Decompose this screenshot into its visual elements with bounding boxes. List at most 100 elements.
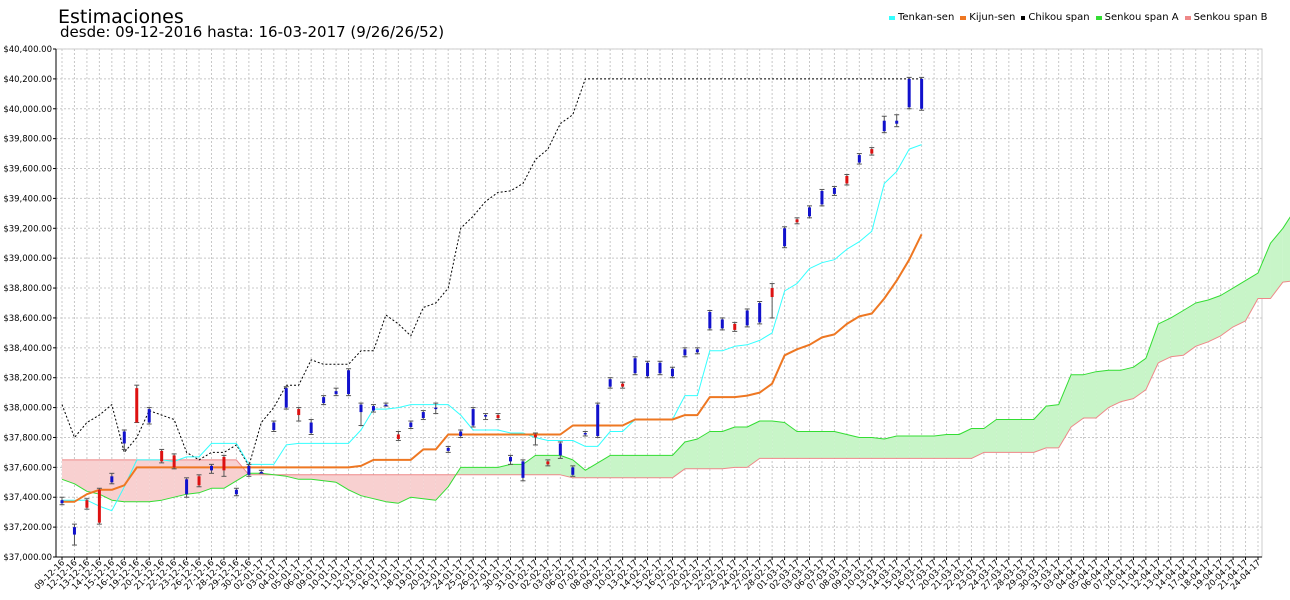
candle (570, 465, 576, 477)
cloud-segment (323, 474, 337, 483)
candle-body (409, 422, 413, 428)
cloud-segment (149, 459, 162, 502)
legend-label-senkou-a: Senkou span A (1104, 12, 1179, 23)
candle-body (272, 422, 276, 430)
cloud-segment (597, 455, 611, 478)
cloud-segment (909, 435, 922, 459)
candle-body (795, 219, 799, 223)
candle (483, 413, 489, 421)
candle-body (185, 479, 189, 495)
y-tick-label: $40,000.00 (3, 105, 52, 115)
candle-body (396, 434, 400, 439)
candle (109, 472, 115, 485)
legend-item-tenkan: Tenkan-sen (889, 12, 954, 24)
cloud-segment (784, 422, 798, 459)
legend: Tenkan-sen Kijun-sen Chikou span Senkou … (889, 12, 1274, 24)
candle-body (695, 349, 699, 353)
candle-body (770, 288, 774, 298)
chart-subtitle: desde: 09-12-2016 hasta: 16-03-2017 (9/2… (60, 23, 445, 41)
candle (545, 459, 551, 467)
cloud-segment (385, 474, 399, 504)
cloud-segment (510, 464, 523, 475)
candle (794, 217, 800, 225)
candle-body (147, 409, 151, 423)
candle (707, 309, 713, 331)
cloud-segment (186, 459, 200, 495)
cloud-segment (1058, 374, 1072, 448)
candle-body (297, 409, 301, 416)
y-tick-label: $39,200.00 (3, 224, 52, 234)
candle (246, 463, 252, 477)
candle-body (546, 461, 550, 465)
cloud-segment (1108, 370, 1121, 408)
cloud-segment (336, 474, 349, 490)
legend-label-tenkan: Tenkan-sen (898, 12, 955, 23)
cloud-segment (1033, 406, 1047, 453)
cloud-segment (647, 455, 660, 478)
candle-body (371, 406, 375, 411)
cloud-segment (809, 431, 822, 459)
cloud-segment (1282, 217, 1290, 283)
candle-body (608, 379, 612, 387)
cloud-segment (174, 459, 187, 498)
cloud-segment (747, 421, 760, 468)
candle-body (172, 455, 176, 468)
cloud-segment (1220, 288, 1234, 336)
cloud-segment (959, 428, 972, 459)
cloud-segment (572, 459, 586, 478)
cloud-segment (585, 462, 598, 478)
candle (607, 377, 613, 389)
indicator-lines (61, 78, 1290, 512)
y-tick-label: $37,600.00 (3, 463, 52, 473)
candle (632, 356, 638, 376)
candle (196, 474, 202, 488)
candle (595, 402, 601, 438)
candle-body (72, 527, 76, 535)
candle (831, 185, 837, 196)
cloud-segment (473, 467, 486, 475)
cloud-segment (884, 435, 897, 459)
candle (844, 174, 850, 186)
cloud-segment (821, 431, 835, 459)
candle (769, 283, 775, 319)
candle-body (359, 404, 363, 413)
cloud-segment (996, 419, 1009, 453)
cloud-segment (1258, 243, 1271, 299)
y-tick-label: $38,400.00 (3, 344, 52, 354)
candle (271, 420, 277, 432)
legend-item-chikou: Chikou span (1021, 12, 1090, 24)
candle-body (421, 412, 425, 419)
y-tick-label: $37,400.00 (3, 493, 52, 503)
cloud-segment (535, 455, 548, 475)
y-tick-label: $40,200.00 (3, 75, 52, 85)
y-tick-label: $39,600.00 (3, 165, 52, 175)
candle (532, 432, 538, 446)
candle-body (596, 404, 600, 436)
y-tick-label: $38,600.00 (3, 314, 52, 324)
candle (445, 445, 451, 453)
cloud-segment (797, 431, 810, 459)
candle-body (720, 319, 724, 329)
candle-body (733, 323, 737, 330)
candle (370, 404, 376, 413)
cloud-segment (1183, 303, 1196, 356)
candle-body (832, 187, 836, 194)
cloud-segment (74, 459, 87, 492)
candle (508, 454, 513, 465)
cloud-segment (610, 455, 623, 478)
candle-body (322, 397, 326, 404)
cloud-segment (1195, 300, 1209, 347)
candle-body (210, 465, 213, 471)
candle (296, 407, 302, 422)
legend-label-chikou: Chikou span (1028, 12, 1090, 23)
candle (333, 387, 339, 397)
candle (358, 402, 364, 427)
cloud-segment (136, 459, 150, 502)
candle-body (521, 461, 525, 478)
candle (495, 413, 501, 421)
candle-body (745, 310, 749, 326)
candle (757, 301, 763, 325)
candle (807, 205, 812, 219)
cloud-segment (1120, 367, 1134, 402)
